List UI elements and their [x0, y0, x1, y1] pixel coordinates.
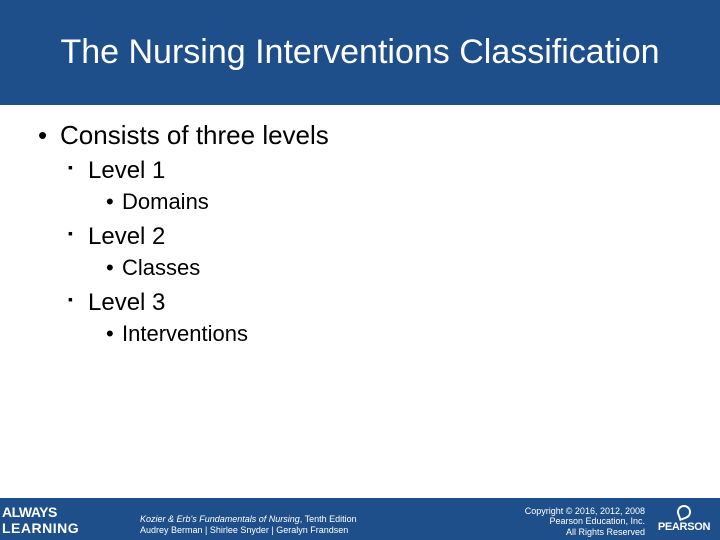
book-line: Kozier & Erb's Fundamentals of Nursing, …: [140, 514, 357, 525]
bullet-text: Level 2: [88, 223, 165, 250]
authors-line: Audrey Berman | Shirlee Snyder | Geralyn…: [140, 525, 357, 536]
copyright-block: Copyright © 2016, 2012, 2008 Pearson Edu…: [525, 506, 645, 538]
bullet-text: Domains: [122, 189, 209, 214]
list-item: Domains: [88, 189, 700, 215]
slide: The Nursing Interventions Classification…: [0, 0, 720, 540]
title-bar: The Nursing Interventions Classification: [0, 0, 720, 105]
book-edition: , Tenth Edition: [300, 514, 357, 524]
slide-title: The Nursing Interventions Classification: [60, 33, 659, 72]
list-item: Level 2 Classes: [60, 223, 700, 281]
bullet-text: Level 1: [88, 157, 165, 184]
list-item: Classes: [88, 255, 700, 281]
bullet-list-level1: Consists of three levels Level 1 Domains…: [38, 120, 700, 347]
content-area: Consists of three levels Level 1 Domains…: [38, 120, 700, 355]
always-learning-logo: ALWAYS LEARNING: [2, 504, 79, 536]
footer-bar: ALWAYS LEARNING Kozier & Erb's Fundament…: [0, 498, 720, 540]
bullet-list-level3: Classes: [88, 255, 700, 281]
logo-text-bottom: LEARNING: [2, 520, 79, 536]
pearson-text: PEARSON: [658, 521, 710, 533]
bullet-text: Classes: [122, 255, 200, 280]
bullet-list-level3: Domains: [88, 189, 700, 215]
list-item: Interventions: [88, 321, 700, 347]
logo-text-top: ALWAYS: [2, 504, 79, 520]
bullet-text: Interventions: [122, 321, 248, 346]
list-item: Level 1 Domains: [60, 157, 700, 215]
book-title: Kozier & Erb's Fundamentals of Nursing: [140, 514, 300, 524]
bullet-text: Consists of three levels: [60, 120, 329, 150]
copyright-line: Copyright © 2016, 2012, 2008: [525, 506, 645, 517]
list-item: Consists of three levels Level 1 Domains…: [38, 120, 700, 347]
pearson-logo: PEARSON: [648, 498, 720, 540]
bullet-text: Level 3: [88, 289, 165, 316]
pearson-swoosh-icon: [675, 503, 693, 521]
copyright-line: Pearson Education, Inc.: [525, 516, 645, 527]
copyright-line: All Rights Reserved: [525, 527, 645, 538]
bullet-list-level3: Interventions: [88, 321, 700, 347]
book-credit: Kozier & Erb's Fundamentals of Nursing, …: [140, 514, 357, 536]
bullet-list-level2: Level 1 Domains Level 2 Classes: [60, 157, 700, 347]
list-item: Level 3 Interventions: [60, 289, 700, 347]
